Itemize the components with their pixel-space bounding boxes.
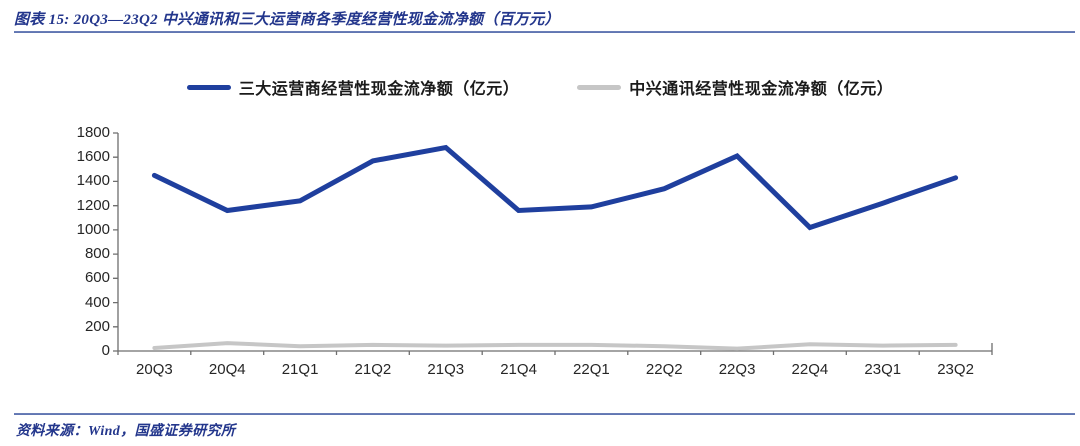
x-tick-label: 22Q1: [573, 361, 610, 378]
y-tick-label: 800: [84, 245, 110, 263]
y-tick-label: 1200: [76, 196, 110, 214]
legend-label-operators: 三大运营商经营性现金流净额（亿元）: [238, 81, 520, 98]
chart-legend: 三大运营商经营性现金流净额（亿元） 中兴通讯经营性现金流净额（亿元）: [0, 76, 1080, 98]
x-tick-label: 21Q3: [427, 361, 465, 378]
y-tick-label: 0: [101, 342, 110, 359]
x-tick-label: 22Q3: [718, 361, 756, 378]
x-tick-label: 20Q4: [208, 361, 246, 378]
x-tick-label: 21Q1: [281, 361, 319, 378]
legend-label-zte: 中兴通讯经营性现金流净额（亿元）: [629, 81, 894, 98]
operators-line-swatch: [186, 84, 231, 90]
x-tick-label: 22Q2: [645, 361, 683, 378]
x-tick-label: 21Q4: [500, 361, 537, 378]
x-tick-label: 21Q2: [354, 361, 392, 378]
y-tick-label: 200: [84, 317, 110, 335]
y-tick-label: 400: [84, 293, 110, 311]
x-tick-label: 22Q4: [791, 361, 829, 378]
zte-series-line: [152, 341, 958, 351]
y-tick-label: 1800: [76, 124, 110, 141]
y-tick-label: 1000: [76, 220, 110, 238]
title-divider: [14, 31, 1075, 33]
x-tick-label: 20Q3: [136, 361, 173, 378]
legend-item-zte: 中兴通讯经营性现金流净额（亿元）: [577, 75, 893, 99]
y-tick-label: 600: [84, 269, 110, 287]
figure-title: 图表 15: 20Q3—23Q2 中兴通讯和三大运营商各季度经营性现金流净额（百…: [14, 12, 560, 28]
zte-line-swatch: [577, 84, 622, 90]
y-tick-label: 1600: [76, 148, 110, 166]
operators-series-line: [151, 144, 959, 231]
axes: [113, 132, 993, 355]
legend-item-operators: 三大运营商经营性现金流净额（亿元）: [186, 75, 520, 99]
x-tick-label: 23Q2: [937, 361, 974, 378]
footer-divider: [14, 413, 1075, 415]
y-tick-label: 1400: [76, 172, 110, 190]
x-tick-label: 23Q1: [864, 361, 902, 378]
data-source: 资料来源：Wind，国盛证券研究所: [16, 424, 236, 439]
